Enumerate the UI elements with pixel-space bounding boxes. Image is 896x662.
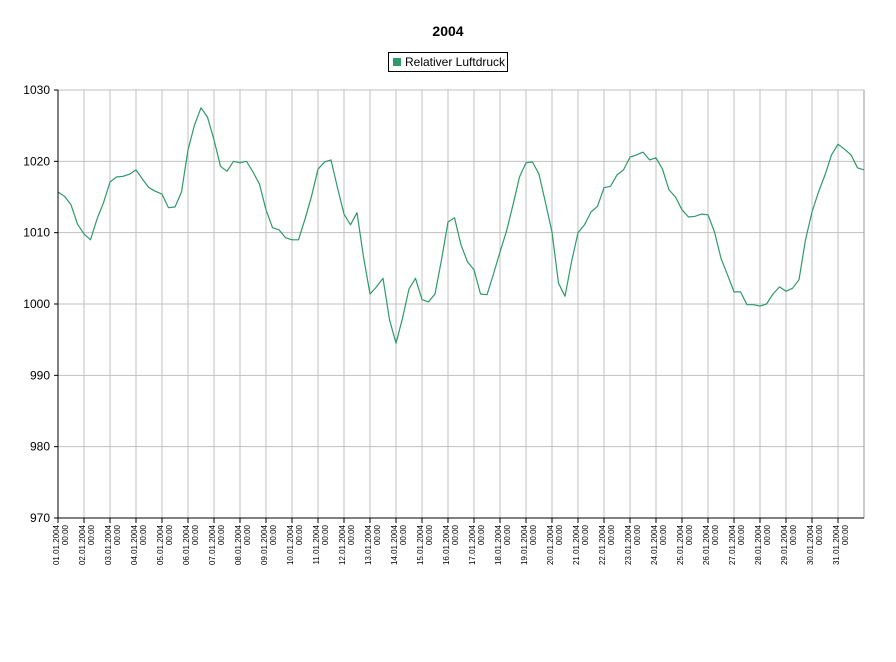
y-tick-label: 970 (30, 511, 50, 525)
x-tick-label-time: 00:00 (685, 524, 694, 545)
x-tick-label-time: 00:00 (555, 524, 564, 545)
x-tick-label-date: 04.01.2004 (130, 524, 139, 565)
x-tick-label-date: 14.01.2004 (390, 524, 399, 565)
x-tick-label-time: 00:00 (789, 524, 798, 545)
x-tick-label-date: 11.01.2004 (312, 524, 321, 564)
x-tick-label-time: 00:00 (165, 524, 174, 545)
x-tick-label-date: 24.01.2004 (650, 524, 659, 565)
x-tick-label-date: 23.01.2004 (624, 524, 633, 565)
x-tick-label-time: 00:00 (529, 524, 538, 545)
x-tick-label-date: 15.01.2004 (416, 524, 425, 565)
y-tick-label: 1000 (23, 297, 50, 311)
x-tick-label-date: 16.01.2004 (442, 524, 451, 565)
x-tick-label-date: 10.01.2004 (286, 524, 295, 565)
x-tick-label-time: 00:00 (217, 524, 226, 545)
x-tick-label-date: 09.01.2004 (260, 524, 269, 565)
x-tick-label-time: 00:00 (113, 524, 122, 545)
x-tick-label-time: 00:00 (477, 524, 486, 545)
x-tick-label-date: 20.01.2004 (546, 524, 555, 565)
x-tick-label-time: 00:00 (347, 524, 356, 545)
x-tick-label-time: 00:00 (659, 524, 668, 545)
series-line (57, 107, 865, 344)
x-tick-label-date: 26.01.2004 (702, 524, 711, 565)
chart-title: 2004 (432, 23, 464, 39)
legend-label: Relativer Luftdruck (405, 55, 506, 69)
x-tick-label-time: 00:00 (737, 524, 746, 545)
x-tick-label-time: 00:00 (763, 524, 772, 545)
x-tick-label-date: 05.01.2004 (156, 524, 165, 565)
x-tick-label-date: 31.01.2004 (832, 524, 841, 565)
x-tick-label-date: 22.01.2004 (598, 524, 607, 565)
x-tick-label-time: 00:00 (607, 524, 616, 545)
x-tick-label-time: 00:00 (295, 524, 304, 545)
y-tick-label: 1030 (23, 83, 50, 97)
x-tick-label-time: 00:00 (373, 524, 382, 545)
x-tick-label-time: 00:00 (139, 524, 148, 545)
x-tick-label-time: 00:00 (61, 524, 70, 545)
x-tick-label-time: 00:00 (425, 524, 434, 545)
x-tick-label-date: 28.01.2004 (754, 524, 763, 565)
x-tick-label-time: 00:00 (269, 524, 278, 545)
x-tick-label-date: 02.01.2004 (78, 524, 87, 565)
y-tick-label: 1020 (23, 154, 50, 168)
x-tick-label-date: 27.01.2004 (728, 524, 737, 565)
x-tick-label-date: 03.01.2004 (104, 524, 113, 565)
x-tick-label-time: 00:00 (191, 524, 200, 545)
x-tick-label-date: 01.01.2004 (52, 524, 61, 565)
x-tick-label-time: 00:00 (503, 524, 512, 545)
x-tick-label-date: 29.01.2004 (780, 524, 789, 565)
x-tick-label-date: 07.01.2004 (208, 524, 217, 565)
y-tick-label: 1010 (23, 226, 50, 240)
x-tick-label-time: 00:00 (399, 524, 408, 545)
x-tick-label-date: 13.01.2004 (364, 524, 373, 565)
x-tick-label-date: 18.01.2004 (494, 524, 503, 565)
x-tick-label-date: 21.01.2004 (572, 524, 581, 565)
x-tick-label-date: 25.01.2004 (676, 524, 685, 565)
x-tick-label-date: 17.01.2004 (468, 524, 477, 565)
x-tick-label-date: 30.01.2004 (806, 524, 815, 565)
y-tick-label: 980 (30, 440, 50, 454)
x-tick-label-time: 00:00 (451, 524, 460, 545)
x-tick-label-time: 00:00 (633, 524, 642, 545)
x-tick-label-time: 00:00 (841, 524, 850, 545)
y-tick-label: 990 (30, 368, 50, 382)
x-tick-label-time: 00:00 (815, 524, 824, 545)
legend: Relativer Luftdruck (388, 52, 508, 72)
x-tick-label-time: 00:00 (581, 524, 590, 545)
x-tick-label-date: 19.01.2004 (520, 524, 529, 565)
legend-swatch (393, 58, 401, 66)
x-tick-label-time: 00:00 (243, 524, 252, 545)
x-tick-label-date: 06.01.2004 (182, 524, 191, 565)
x-tick-label-time: 00:00 (711, 524, 720, 545)
x-tick-label-date: 08.01.2004 (234, 524, 243, 565)
x-tick-label-date: 12.01.2004 (338, 524, 347, 565)
x-tick-label-time: 00:00 (87, 524, 96, 545)
x-tick-label-time: 00:00 (321, 524, 330, 545)
